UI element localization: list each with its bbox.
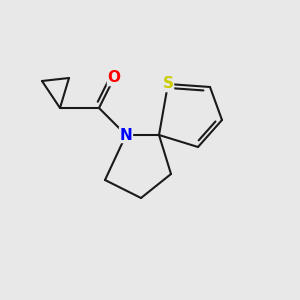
Text: S: S — [163, 76, 173, 92]
Text: N: N — [120, 128, 132, 142]
Text: O: O — [107, 70, 121, 86]
